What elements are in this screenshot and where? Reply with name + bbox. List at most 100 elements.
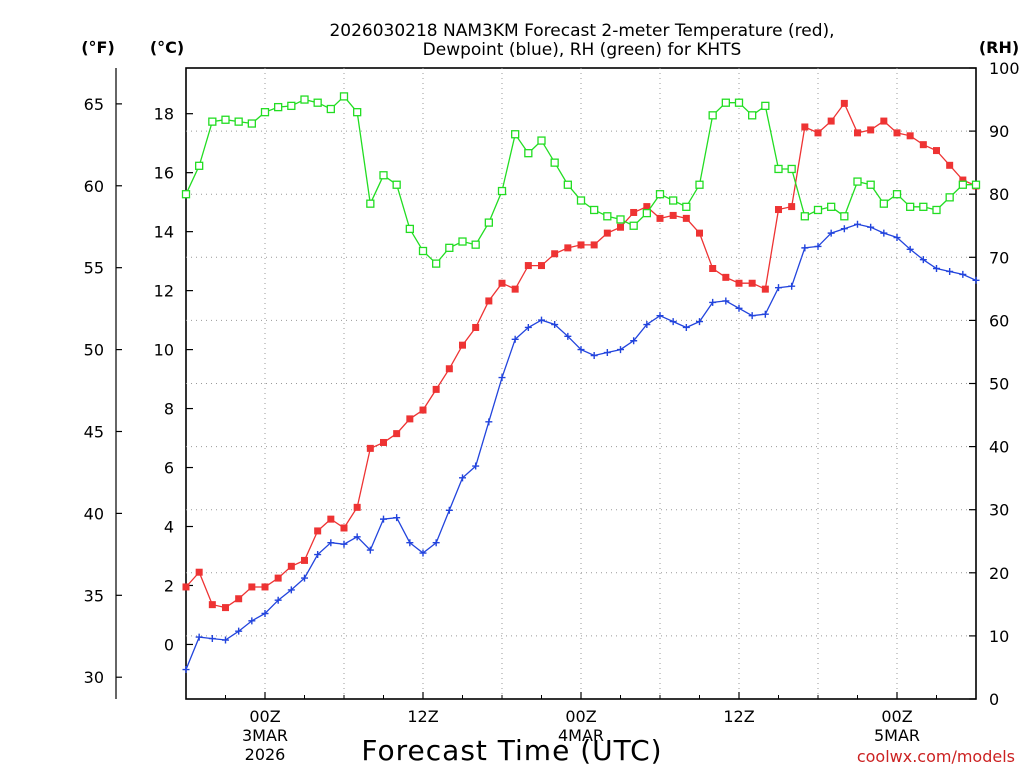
- data-point: [195, 161, 204, 170]
- data-point: [603, 212, 612, 221]
- data-point: [511, 130, 520, 139]
- data-point: [696, 318, 703, 326]
- data-point: [682, 214, 690, 222]
- data-point: [867, 223, 875, 231]
- data-point: [642, 208, 651, 218]
- data-point: [222, 636, 229, 644]
- data-point: [603, 349, 611, 357]
- data-point: [379, 171, 388, 180]
- rh-tick-label: 10: [989, 627, 1009, 646]
- data-point: [406, 539, 414, 547]
- data-point: [616, 215, 625, 224]
- data-point: [892, 190, 902, 199]
- data-point: [195, 633, 203, 641]
- rh-tick-label: 20: [989, 564, 1009, 583]
- rh-tick-label: 50: [989, 375, 1009, 394]
- grid-lines: [186, 68, 976, 699]
- data-point: [813, 205, 823, 215]
- data-point: [260, 108, 270, 117]
- data-point: [761, 285, 769, 293]
- data-point: [656, 312, 664, 320]
- x-tick-year-label: 2026: [245, 745, 286, 764]
- data-point: [366, 444, 374, 452]
- data-point: [748, 279, 756, 287]
- data-point: [800, 212, 809, 221]
- data-point: [524, 262, 532, 270]
- data-point: [576, 196, 586, 205]
- series-group-1: [182, 220, 980, 674]
- data-point: [471, 240, 480, 249]
- data-point: [538, 316, 545, 324]
- data-point: [722, 273, 730, 281]
- data-point: [933, 147, 940, 155]
- series: [181, 92, 981, 674]
- rh-tick-label: 70: [989, 248, 1009, 267]
- data-point: [945, 193, 954, 202]
- data-point: [577, 241, 585, 249]
- watermark: coolwx.com/models: [857, 747, 1015, 766]
- data-point: [459, 341, 466, 349]
- data-point: [788, 203, 796, 211]
- data-point: [643, 203, 651, 211]
- data-point: [827, 229, 835, 237]
- data-point: [906, 245, 914, 253]
- data-point: [590, 205, 599, 215]
- data-point: [234, 117, 243, 126]
- data-point: [722, 297, 730, 305]
- data-point: [630, 337, 638, 345]
- rh-tick-label: 0: [989, 690, 999, 709]
- data-point: [261, 583, 269, 591]
- celsius-tick-label: 6: [164, 459, 174, 478]
- data-point: [235, 627, 243, 635]
- celsius-unit-label: (°C): [150, 38, 184, 57]
- data-point: [655, 190, 665, 199]
- data-point: [485, 418, 493, 426]
- x-axis-label: Forecast Time (UTC): [361, 734, 662, 767]
- fahrenheit-tick-label: 40: [84, 504, 104, 523]
- data-point: [380, 438, 387, 446]
- data-point: [327, 539, 335, 547]
- x-tick-date-label: 5MAR: [874, 726, 920, 745]
- data-point: [208, 635, 216, 643]
- data-point: [511, 285, 519, 293]
- data-point: [551, 321, 559, 329]
- data-point: [880, 117, 888, 125]
- celsius-tick-label: 10: [154, 341, 174, 360]
- data-point: [248, 617, 256, 625]
- data-point: [314, 551, 322, 559]
- chart-title-line2: Dewpoint (blue), RH (green) for KHTS: [423, 40, 742, 60]
- fahrenheit-tick-label: 45: [84, 422, 104, 441]
- rh-tick-label: 30: [989, 501, 1009, 520]
- data-point: [669, 318, 677, 326]
- data-point: [340, 540, 348, 548]
- data-point: [971, 180, 981, 189]
- data-point: [405, 224, 414, 234]
- data-point: [393, 514, 401, 522]
- data-point: [959, 270, 967, 278]
- data-point: [353, 503, 361, 511]
- data-point: [287, 586, 295, 594]
- rh-tick-label: 60: [989, 311, 1009, 330]
- data-point: [735, 304, 743, 312]
- data-point: [854, 220, 861, 228]
- fahrenheit-unit-label: (°F): [81, 38, 115, 57]
- celsius-tick-label: 8: [164, 400, 174, 419]
- data-point: [775, 284, 782, 292]
- data-point: [682, 323, 690, 331]
- x-tick-label: 00Z: [249, 707, 280, 726]
- data-point: [353, 533, 361, 541]
- data-point: [485, 297, 493, 305]
- data-point: [208, 117, 217, 126]
- data-point: [327, 515, 335, 523]
- series-group-0: [182, 99, 980, 612]
- data-point: [563, 180, 572, 189]
- data-point: [617, 223, 624, 231]
- data-point: [221, 115, 230, 124]
- data-point: [366, 199, 375, 208]
- data-point: [339, 92, 349, 101]
- data-point: [827, 117, 835, 125]
- chart-title-line1: 2026030218 NAM3KM Forecast 2-meter Tempe…: [329, 21, 834, 41]
- data-point: [748, 111, 757, 120]
- data-point: [274, 574, 282, 582]
- data-point: [366, 546, 374, 554]
